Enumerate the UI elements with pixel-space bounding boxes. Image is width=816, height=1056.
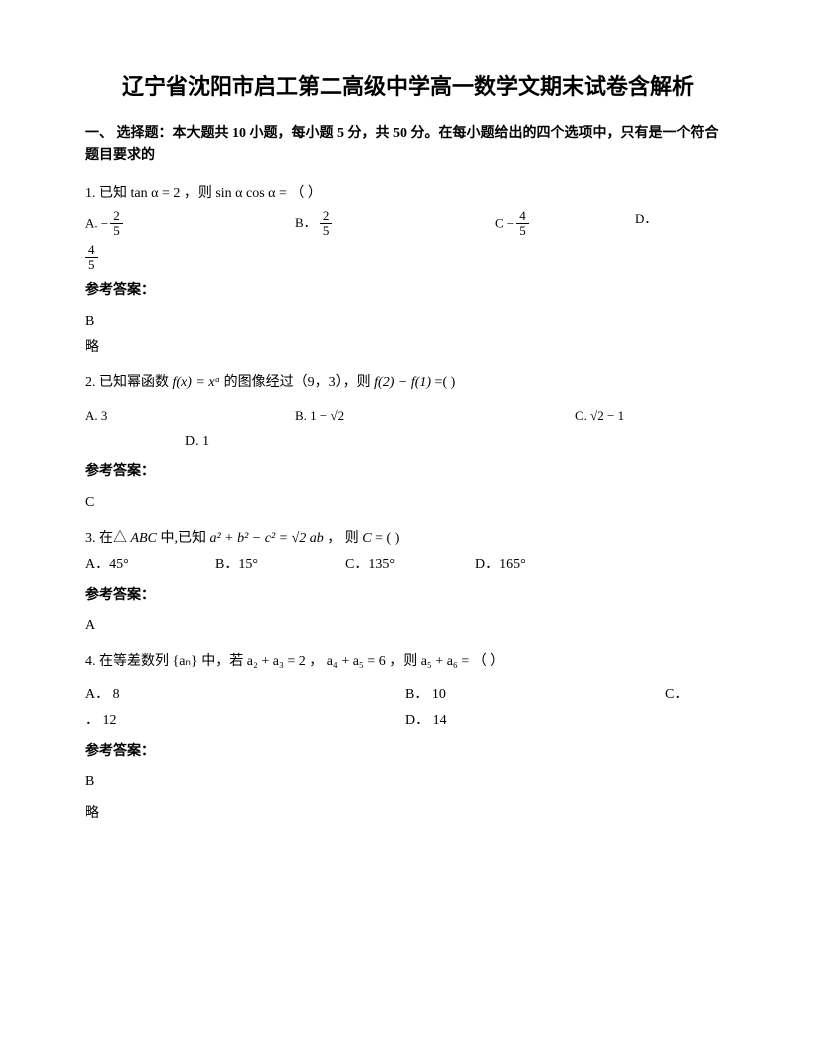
q2-c-expr: √2 − 1 bbox=[590, 408, 624, 423]
q4-a-val: 8 bbox=[113, 687, 120, 702]
q3-expr: a² + b² − c² = √2 ab bbox=[209, 531, 323, 546]
question-1: 1. 已知 tan α = 2 ，则 sin α cos α = （ ） A. … bbox=[85, 183, 731, 360]
q2-b-label: B. bbox=[295, 408, 310, 423]
q3-mid2: ， 则 bbox=[327, 531, 362, 546]
q1-expr: sin α cos α = bbox=[215, 186, 287, 201]
q4-c-label-only: C． bbox=[665, 687, 688, 702]
q4-comma2: ，则 bbox=[389, 654, 417, 669]
q1-option-c: C − 4 5 bbox=[495, 209, 635, 239]
q3-eq: = ( ) bbox=[375, 531, 399, 546]
q4-d-label: D． bbox=[405, 713, 429, 728]
q1-a-den: 5 bbox=[110, 224, 123, 238]
q3-answer: A bbox=[85, 615, 731, 637]
q4-c-dot: ． bbox=[85, 713, 99, 728]
q1-c-den: 5 bbox=[516, 224, 529, 238]
q4-note: 略 bbox=[85, 803, 731, 825]
q2-option-a: A. 3 bbox=[85, 406, 295, 427]
q1-d-den: 5 bbox=[85, 258, 98, 272]
q1-a-neg: − bbox=[101, 214, 108, 235]
question-2: 2. 已知幂函数 f(x) = xᵅ 的图像经过（9，3），则 f(2) − f… bbox=[85, 372, 731, 514]
q4-cond2: a₄ + a₅ = 6 bbox=[327, 654, 386, 669]
q4-expr: a₅ + a₆ = bbox=[421, 654, 469, 669]
q3-option-d: D．165° bbox=[475, 554, 605, 576]
q4-b-label: B． bbox=[405, 687, 428, 702]
section-header: 一、 选择题：本大题共 10 小题，每小题 5 分，共 50 分。在每小题给出的… bbox=[85, 123, 731, 168]
q2-expr: f(2) − f(1) bbox=[374, 375, 431, 390]
q3-option-a: A．45° bbox=[85, 554, 215, 576]
q4-a-label: A． bbox=[85, 687, 109, 702]
q1-a-label: A. bbox=[85, 216, 101, 231]
q4-seq: {aₙ} bbox=[173, 654, 198, 669]
q1-a-num: 2 bbox=[110, 209, 123, 224]
q1-option-b: B． 2 5 bbox=[295, 209, 495, 239]
q2-option-d: D. 1 bbox=[185, 431, 731, 453]
q2-mid1: 的图像经过（9，3），则 bbox=[224, 375, 371, 390]
q4-mid1: 中，若 bbox=[201, 654, 243, 669]
q3-prefix: 3. 在△ bbox=[85, 531, 127, 546]
q1-paren: （ ） bbox=[290, 186, 322, 201]
q4-comma1: ， bbox=[309, 654, 323, 669]
q2-answer-label: 参考答案： bbox=[85, 461, 731, 483]
q2-prefix: 2. 已知幂函数 bbox=[85, 375, 169, 390]
q4-paren: （ ） bbox=[473, 654, 505, 669]
q3-option-c: C．135° bbox=[345, 554, 475, 576]
q4-option-a: A． 8 bbox=[85, 684, 405, 706]
q1-condition: tan α = 2 bbox=[131, 186, 181, 201]
q2-option-b: B. 1 − √2 bbox=[295, 406, 495, 427]
q2-option-c: C. √2 − 1 bbox=[575, 406, 624, 427]
q1-b-num: 2 bbox=[320, 209, 333, 224]
q2-c-label: C. bbox=[575, 408, 590, 423]
q1-mid: ，则 bbox=[184, 186, 212, 201]
q3-answer-label: 参考答案： bbox=[85, 585, 731, 607]
q1-d-num: 4 bbox=[85, 243, 98, 258]
q3-abc: ABC bbox=[131, 531, 157, 546]
q2-mid2: =( ) bbox=[435, 375, 456, 390]
q4-option-c-label: C． bbox=[665, 684, 688, 706]
q1-note: 略 bbox=[85, 337, 731, 359]
q4-answer: B bbox=[85, 771, 731, 793]
q1-b-den: 5 bbox=[320, 224, 333, 238]
q1-b-label: B． bbox=[295, 215, 317, 230]
q1-answer: B bbox=[85, 311, 731, 333]
q4-option-c: ． 12 bbox=[85, 710, 405, 732]
q3-cvar: C bbox=[362, 531, 371, 546]
q1-c-num: 4 bbox=[516, 209, 529, 224]
q2-b-expr: 1 − √2 bbox=[310, 408, 344, 423]
q1-option-a: A. − 2 5 bbox=[85, 209, 295, 239]
q3-option-b: B．15° bbox=[215, 554, 345, 576]
q1-c-label: C bbox=[495, 216, 507, 231]
q4-c-val: 12 bbox=[103, 713, 117, 728]
q4-d-val: 14 bbox=[433, 713, 447, 728]
q1-c-neg: − bbox=[507, 214, 514, 235]
q1-option-d-label: D． bbox=[635, 209, 657, 239]
q4-prefix: 4. 在等差数列 bbox=[85, 654, 169, 669]
q1-prefix: 1. 已知 bbox=[85, 186, 127, 201]
question-3: 3. 在△ ABC 中,已知 a² + b² − c² = √2 ab ， 则 … bbox=[85, 528, 731, 638]
q2-func: f(x) = xᵅ bbox=[173, 375, 221, 390]
q2-answer: C bbox=[85, 492, 731, 514]
q4-answer-label: 参考答案： bbox=[85, 741, 731, 763]
q4-option-d: D． 14 bbox=[405, 710, 447, 732]
q4-cond1: a₂ + a₃ = 2 bbox=[247, 654, 306, 669]
page-title: 辽宁省沈阳市启工第二高级中学高一数学文期末试卷含解析 bbox=[85, 70, 731, 103]
q4-b-val: 10 bbox=[432, 687, 446, 702]
q1-answer-label: 参考答案： bbox=[85, 280, 731, 302]
q1-d-label: D． bbox=[635, 211, 657, 226]
question-4: 4. 在等差数列 {aₙ} 中，若 a₂ + a₃ = 2 ， a₄ + a₅ … bbox=[85, 651, 731, 825]
q1-option-d: 4 5 bbox=[85, 243, 731, 273]
q3-mid1: 中,已知 bbox=[160, 531, 206, 546]
q4-option-b: B． 10 bbox=[405, 684, 665, 706]
